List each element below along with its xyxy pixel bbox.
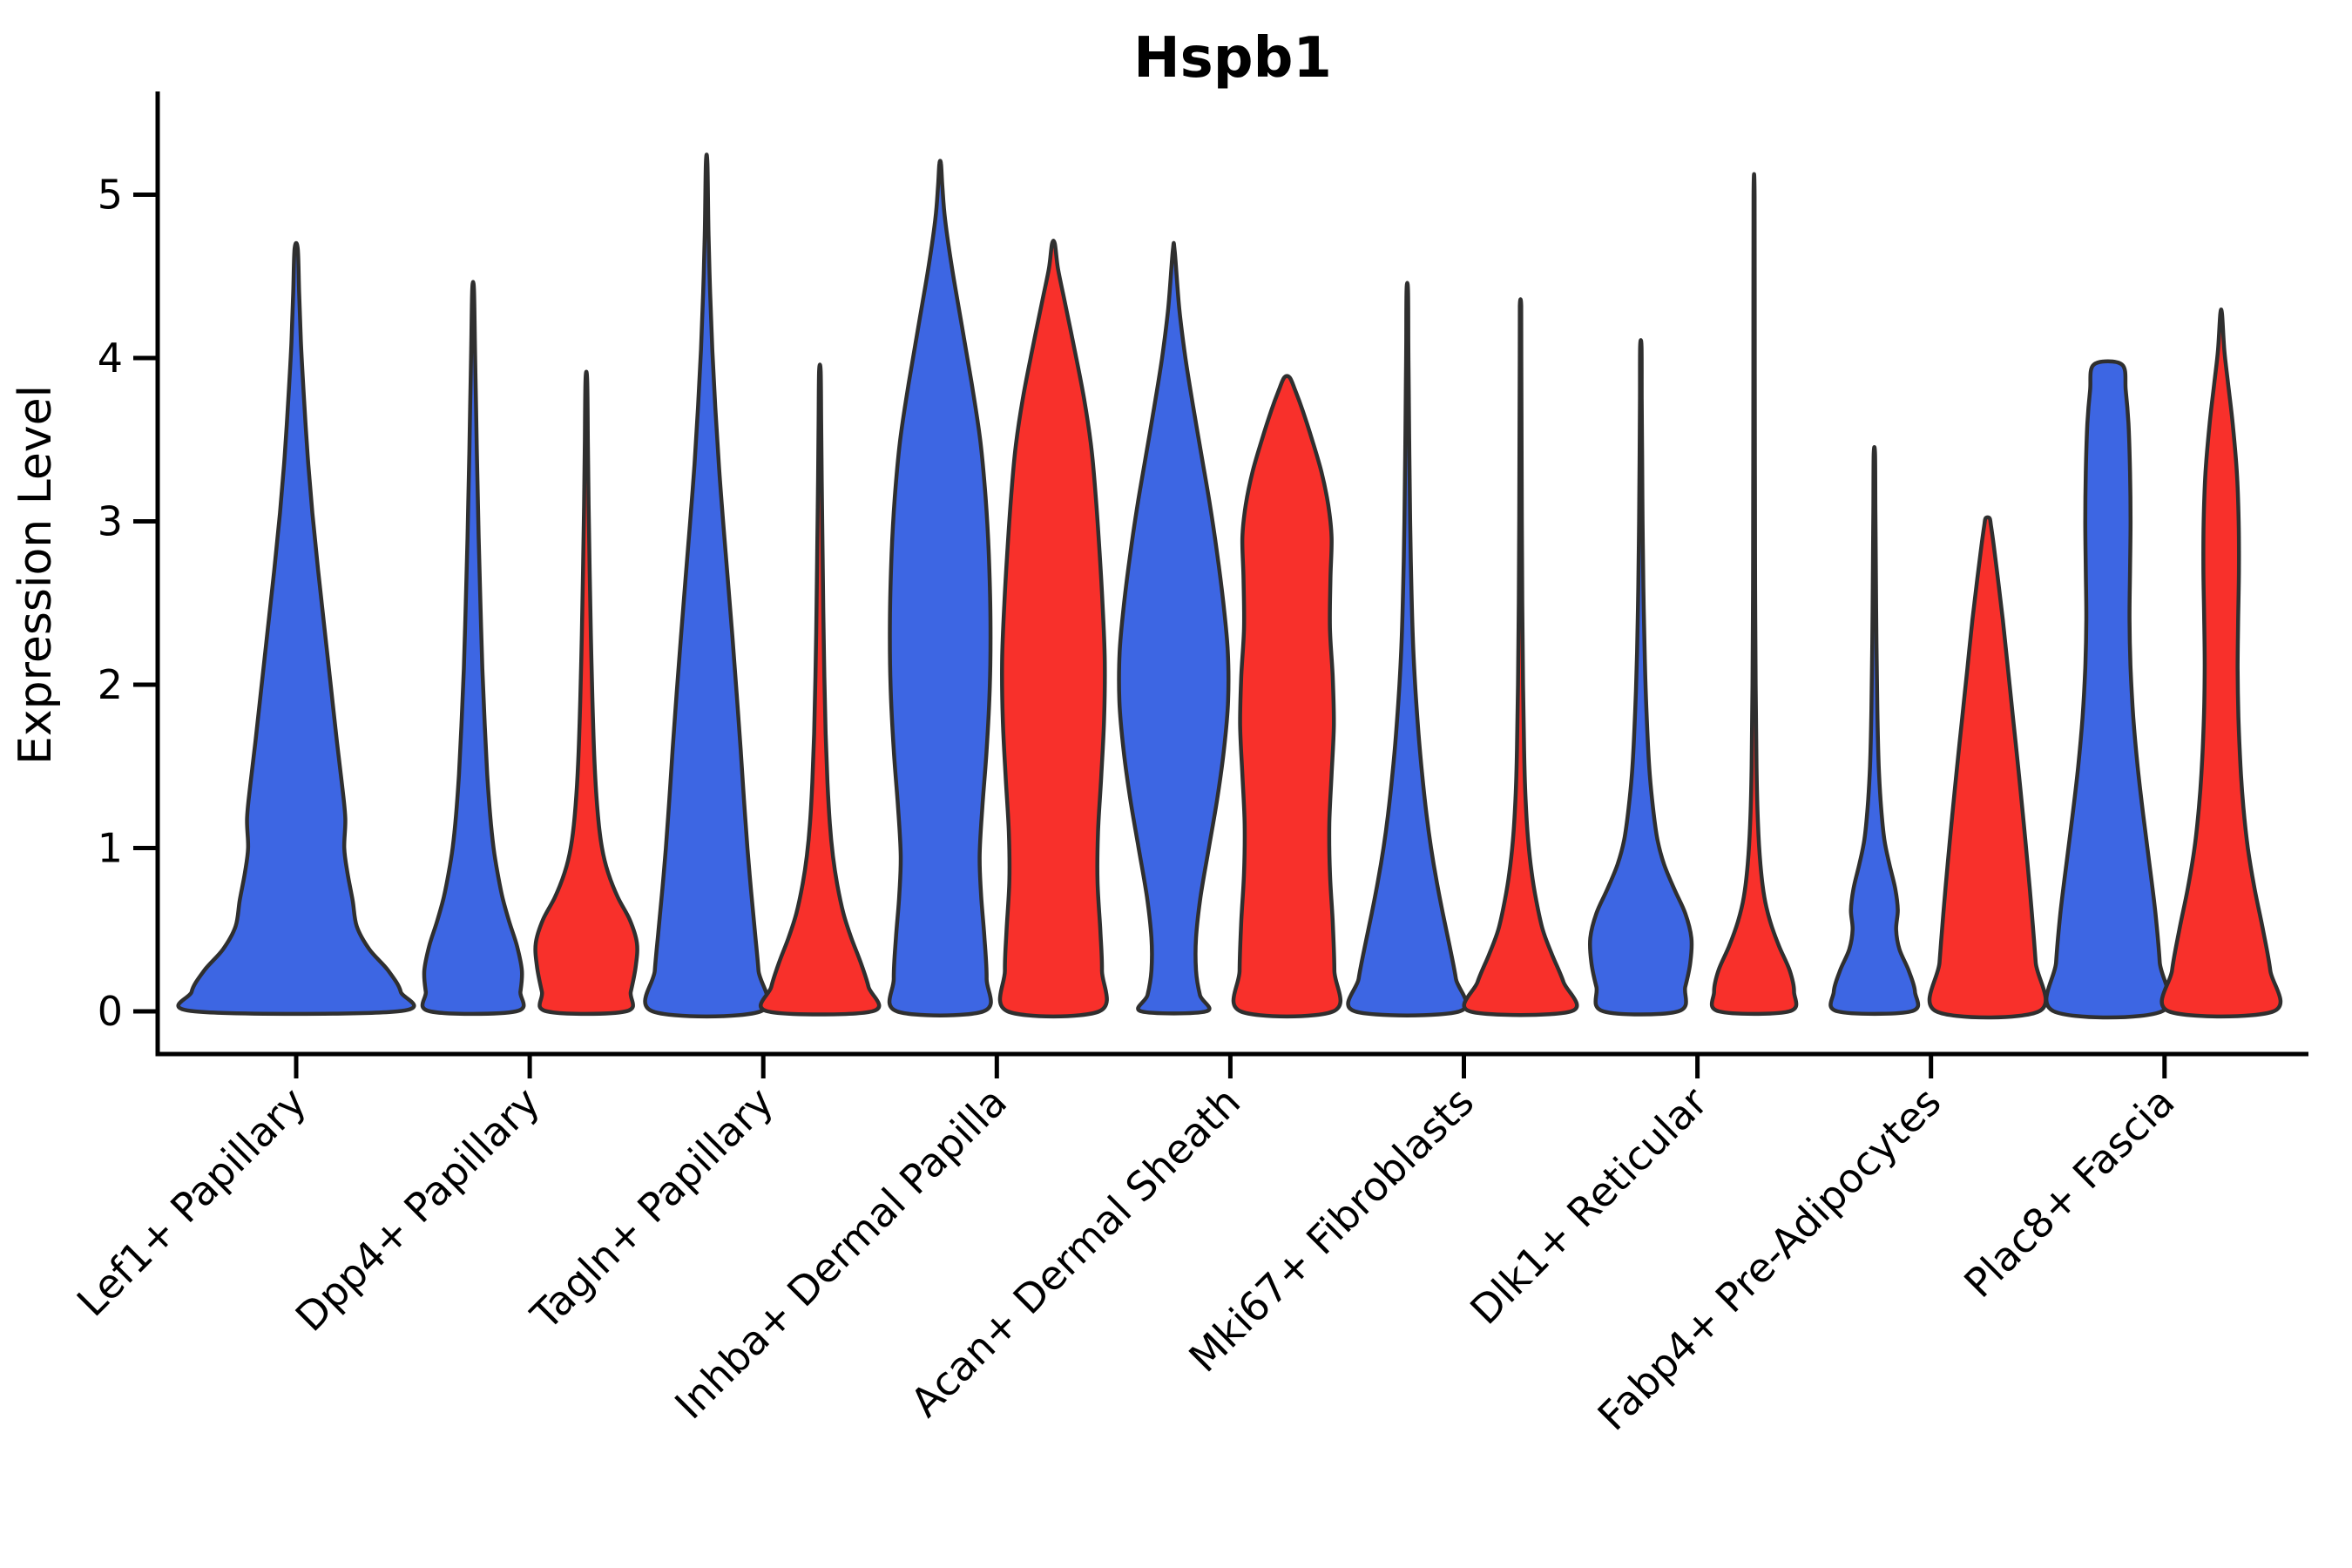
violin-acan-dermal-sheath-group1 bbox=[1117, 240, 1231, 1016]
violin-acan-dermal-sheath-group2 bbox=[1231, 374, 1343, 1019]
violin-tagln-papillary-group1 bbox=[643, 152, 771, 1019]
violin-plac8-fascia-group2 bbox=[2159, 307, 2283, 1019]
violin-mki67-fibroblasts-group1 bbox=[1346, 280, 1469, 1017]
x-tick-label-dpp4-papillary: Dpp4+ Papillary bbox=[287, 1078, 549, 1341]
violin-inhba-dermal-papilla-group2 bbox=[997, 239, 1109, 1019]
x-tick-label-lef1-papillary: Lef1+ Papillary bbox=[68, 1078, 315, 1326]
violin-dpp4-papillary-group2 bbox=[533, 369, 639, 1017]
x-tick-label-dlk1-reticular: Dlk1+ Reticular bbox=[1461, 1078, 1716, 1334]
y-tick-label-3: 3 bbox=[98, 498, 123, 545]
x-tick-label-plac8-fascia: Plac8+ Fascia bbox=[1955, 1078, 2183, 1307]
violin-plac8-fascia-group1 bbox=[2044, 359, 2172, 1020]
y-axis-label: Expression Level bbox=[10, 385, 62, 765]
violin-tagln-papillary-group2 bbox=[759, 362, 882, 1017]
x-tick-label-tagln-papillary: Tagln+ Papillary bbox=[521, 1078, 782, 1340]
y-tick-label-2: 2 bbox=[98, 661, 123, 708]
violin-lef1-papillary-group1 bbox=[176, 240, 416, 1017]
violin-inhba-dermal-papilla-group1 bbox=[887, 159, 993, 1017]
violin-dpp4-papillary-group1 bbox=[420, 280, 526, 1017]
y-tick-label-0: 0 bbox=[98, 988, 123, 1035]
violin-mki67-fibroblasts-group2 bbox=[1462, 297, 1579, 1017]
violin-fabp4-pre-adipocytes-group2 bbox=[1927, 515, 2048, 1020]
violin-dlk1-reticular-group1 bbox=[1587, 338, 1694, 1017]
violin-fabp4-pre-adipocytes-group1 bbox=[1828, 444, 1921, 1017]
y-tick-label-4: 4 bbox=[98, 335, 123, 382]
y-tick-label-5: 5 bbox=[98, 172, 123, 219]
y-tick-label-1: 1 bbox=[98, 825, 123, 872]
chart-title: Hspb1 bbox=[1133, 26, 1332, 91]
violin-dlk1-reticular-group2 bbox=[1709, 172, 1799, 1017]
